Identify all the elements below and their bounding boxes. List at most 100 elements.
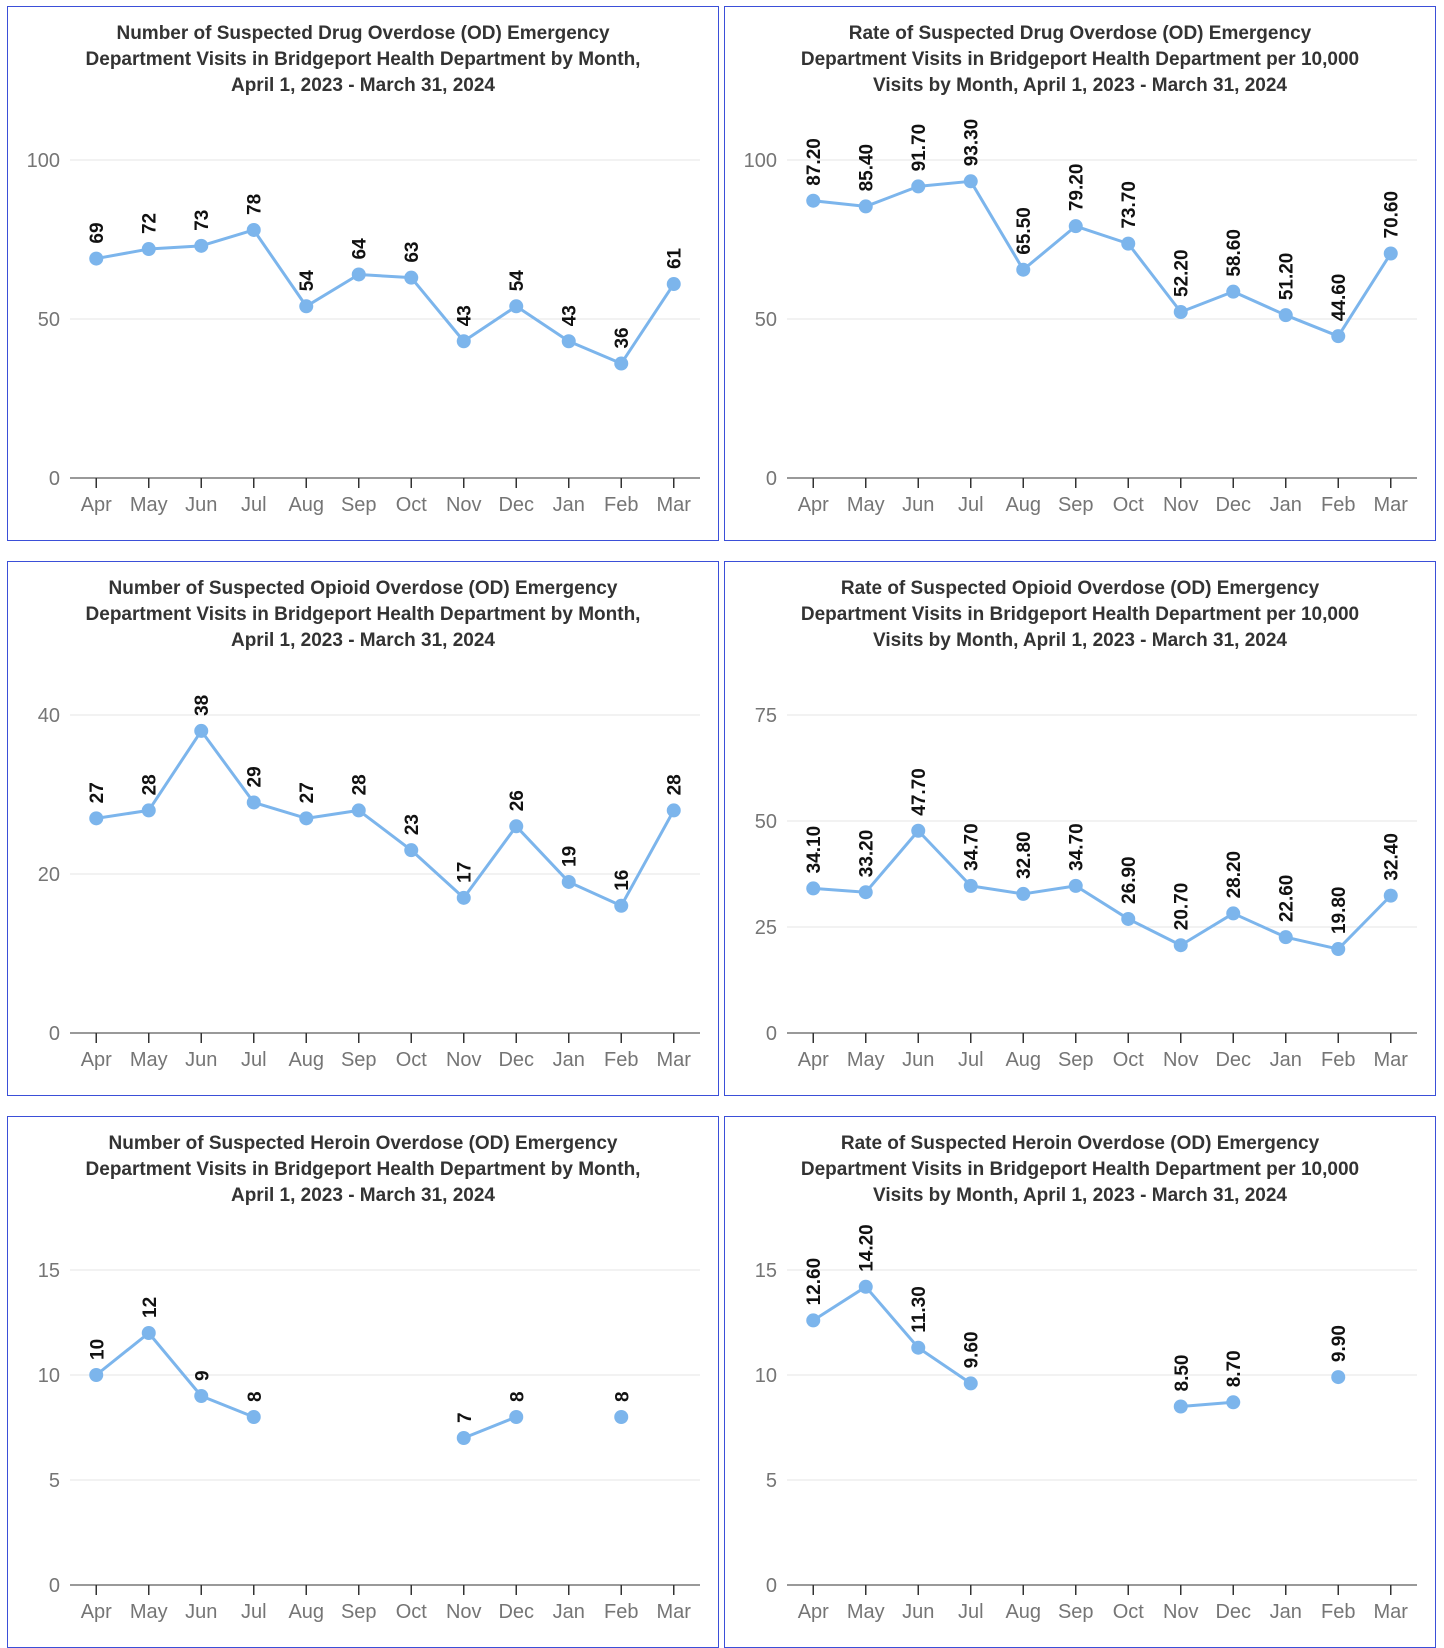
x-tick-label: Nov (446, 1601, 482, 1623)
x-tick-label: Mar (657, 1601, 692, 1623)
x-tick-label: Nov (1163, 494, 1199, 516)
data-point (1121, 236, 1136, 251)
data-point (246, 795, 261, 810)
data-label: 34.70 (962, 823, 983, 871)
x-tick-label: Dec (498, 494, 534, 516)
x-tick-label: Aug (288, 1601, 324, 1623)
data-label: 8 (507, 1391, 528, 1402)
x-tick-label: Oct (396, 1049, 428, 1071)
data-label: 19.80 (1329, 887, 1350, 935)
data-point (614, 1410, 629, 1424)
data-point (141, 242, 156, 257)
data-point (806, 881, 821, 896)
data-label: 28 (665, 774, 686, 795)
chart-title-line: April 1, 2023 - March 31, 2024 (231, 1185, 495, 1206)
x-tick-label: May (847, 1601, 885, 1623)
x-tick-label: Jan (1270, 494, 1302, 516)
chart-title-line: Department Visits in Bridgeport Health D… (86, 1159, 641, 1180)
chart-title-line: Visits by Month, April 1, 2023 - March 3… (873, 630, 1287, 651)
data-point (246, 1410, 261, 1424)
series-line (813, 829, 1392, 951)
x-tick-label: May (847, 1049, 885, 1071)
data-label: 9.60 (962, 1331, 983, 1368)
data-label: 44.60 (1329, 274, 1350, 322)
chart-title-line: Rate of Suspected Drug Overdose (OD) Eme… (849, 23, 1312, 44)
x-tick-label: Mar (657, 494, 692, 516)
data-label: 70.60 (1382, 191, 1403, 239)
data-label: 20.70 (1172, 883, 1193, 931)
chart-panel-drug-rate: Rate of Suspected Drug Overdose (OD) Eme… (724, 6, 1436, 541)
data-label: 34.70 (1067, 823, 1088, 871)
y-tick-label: 0 (766, 1023, 777, 1045)
chart-title-line: Rate of Suspected Opioid Overdose (OD) E… (841, 578, 1320, 599)
data-point (561, 334, 576, 349)
data-label: 8 (612, 1391, 633, 1402)
data-point (858, 199, 873, 214)
x-tick-label: Apr (81, 1601, 112, 1623)
chart-title-line: Department Visits in Bridgeport Health D… (86, 604, 641, 625)
data-label: 11.30 (909, 1286, 930, 1333)
series-line (812, 1285, 972, 1385)
data-point (141, 803, 156, 818)
data-label: 17 (455, 862, 476, 883)
x-tick-label: May (130, 1601, 168, 1623)
x-tick-label: Aug (1005, 1049, 1041, 1071)
y-tick-label: 0 (49, 1575, 60, 1597)
x-tick-label: Feb (1321, 1601, 1355, 1623)
data-label: 29 (245, 766, 266, 787)
x-tick-label: Feb (1321, 1049, 1355, 1071)
data-point (1226, 906, 1241, 921)
chart-title-line: Rate of Suspected Heroin Overdose (OD) E… (841, 1133, 1320, 1154)
data-label: 16 (612, 870, 633, 891)
data-label: 93.30 (962, 119, 983, 167)
chart-title-line: Department Visits in Bridgeport Health D… (801, 1159, 1359, 1180)
x-tick-label: Aug (1005, 494, 1041, 516)
series-line (95, 1331, 255, 1419)
x-tick-label: Oct (1113, 1049, 1145, 1071)
data-label: 47.70 (909, 768, 930, 816)
y-tick-label: 15 (755, 1260, 777, 1282)
data-point (911, 179, 926, 194)
data-point (561, 874, 576, 889)
data-point (509, 819, 524, 834)
y-tick-label: 5 (49, 1470, 60, 1492)
x-tick-label: Apr (81, 494, 112, 516)
data-point (351, 803, 366, 818)
chart-panel-opioid-rate: Rate of Suspected Opioid Overdose (OD) E… (724, 561, 1436, 1096)
data-point (614, 898, 629, 913)
x-tick-label: Nov (446, 1049, 482, 1071)
x-tick-label: Jul (958, 494, 984, 516)
data-point (1331, 329, 1346, 344)
data-label: 63 (402, 242, 423, 263)
data-label: 58.60 (1224, 229, 1245, 277)
data-point (404, 270, 419, 285)
data-point (614, 356, 629, 371)
data-label: 36 (612, 327, 633, 348)
x-tick-label: Dec (1215, 1601, 1251, 1623)
data-point (1383, 246, 1398, 261)
x-tick-label: Sep (1058, 1049, 1094, 1071)
x-tick-label: Jun (185, 1601, 217, 1623)
data-label: 38 (192, 695, 213, 716)
data-point (299, 299, 314, 314)
x-tick-label: Apr (81, 1049, 112, 1071)
x-tick-label: Jul (241, 1601, 267, 1623)
y-tick-label: 0 (49, 468, 60, 490)
data-label: 9 (192, 1370, 213, 1381)
data-label: 19 (560, 846, 581, 867)
x-tick-label: Aug (288, 494, 324, 516)
data-label: 26 (507, 790, 528, 811)
data-point (194, 1389, 209, 1403)
data-point (141, 1326, 156, 1340)
data-point (1016, 886, 1031, 901)
x-tick-label: Sep (341, 1601, 377, 1623)
x-tick-label: Jun (902, 494, 934, 516)
data-point (911, 823, 926, 838)
data-label: 73 (192, 210, 213, 231)
data-point (806, 193, 821, 208)
data-label: 28 (350, 774, 371, 795)
chart-title-line: Number of Suspected Drug Overdose (OD) E… (116, 23, 609, 44)
data-point (1121, 911, 1136, 926)
data-point (1383, 888, 1398, 903)
data-label: 28 (140, 774, 161, 795)
